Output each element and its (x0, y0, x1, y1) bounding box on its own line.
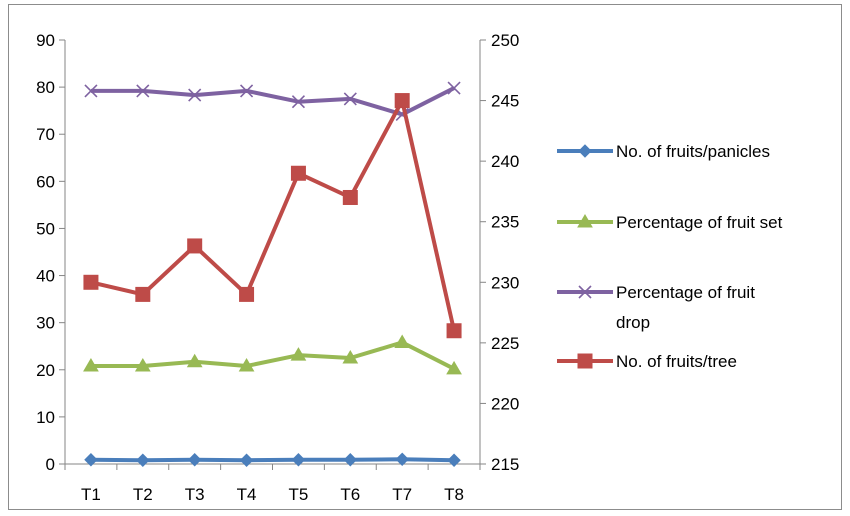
right-tick-label: 230 (491, 273, 519, 292)
series-line (90, 98, 457, 332)
legend-entry-0: No. of fruits/panicles (557, 142, 770, 161)
data-point (84, 84, 98, 98)
data-point (447, 453, 461, 467)
right-tick-label: 245 (491, 92, 519, 111)
data-point (394, 334, 411, 348)
data-point (342, 189, 358, 205)
left-tick-label: 10 (36, 408, 55, 427)
data-point (446, 323, 462, 339)
x-tick-label: T5 (289, 485, 309, 504)
data-point (290, 347, 307, 361)
data-point (343, 92, 357, 106)
legend-marker (577, 214, 593, 228)
data-point (239, 286, 255, 302)
data-point (290, 165, 306, 181)
legend-entry-2: Percentage of fruit drop (557, 283, 755, 332)
data-point (342, 350, 359, 364)
x-marker-stroke (447, 81, 461, 95)
legend-label: Percentage of fruit (616, 283, 755, 302)
x-tick-label: T4 (237, 485, 257, 504)
data-point (238, 358, 255, 372)
chart-axes: 0 10 20 30 40 50 60 70 80 90 215 220 225 230 235 240 245… (36, 31, 519, 504)
left-tick-label: 0 (46, 455, 55, 474)
right-tick-label: 220 (491, 394, 519, 413)
data-point (394, 93, 410, 109)
x-tick-label: T6 (340, 485, 360, 504)
x-tick-label: T8 (444, 485, 464, 504)
data-point (83, 358, 99, 372)
x-marker-stroke (343, 92, 357, 106)
data-point (395, 452, 409, 466)
data-point (187, 238, 203, 254)
series-0 (84, 452, 461, 467)
x-marker-stroke (136, 84, 150, 98)
left-tick-label: 30 (36, 314, 55, 333)
data-point (343, 453, 358, 467)
right-tick-label: 225 (491, 334, 519, 353)
data-point (84, 453, 98, 467)
x-marker-stroke (84, 84, 98, 98)
legend-marker (577, 353, 593, 369)
data-point (136, 453, 150, 467)
series-line (90, 86, 455, 117)
x-marker-stroke (239, 84, 254, 98)
x-tick-label: T2 (133, 485, 153, 504)
right-tick-label: 235 (491, 213, 519, 232)
x-marker-stroke (188, 88, 202, 102)
left-tick-label: 20 (36, 361, 55, 380)
data-point (134, 358, 151, 372)
data-point (447, 81, 461, 95)
left-tick-label: 70 (36, 125, 55, 144)
legend-marker (578, 285, 592, 299)
data-point (83, 274, 99, 290)
series-line (90, 457, 455, 463)
series-layer (83, 81, 462, 467)
data-point (186, 353, 203, 368)
x-marker-stroke (291, 95, 306, 109)
left-tick-label: 60 (36, 172, 55, 191)
left-tick-label: 40 (36, 267, 55, 286)
left-tick-label: 50 (36, 219, 55, 238)
series-line (90, 340, 455, 371)
legend-label: No. of fruits/panicles (616, 142, 770, 161)
x-tick-label: T1 (81, 485, 101, 504)
data-point (136, 84, 150, 98)
series-3 (83, 93, 462, 339)
legend-label: Percentage of fruit set (616, 213, 783, 232)
legend: No. of fruits/panicles Percentage of frui… (557, 142, 783, 371)
legend-label: drop (616, 313, 650, 332)
x-tick-label: T3 (185, 485, 205, 504)
data-point (135, 286, 151, 302)
right-tick-label: 215 (491, 455, 519, 474)
legend-entry-1: Percentage of fruit set (557, 213, 783, 232)
series-1 (83, 334, 462, 375)
legend-label: No. of fruits/tree (616, 352, 737, 371)
left-tick-label: 80 (36, 78, 55, 97)
legend-marker (578, 144, 592, 158)
x-marker-stroke (578, 285, 592, 299)
data-point (188, 88, 202, 102)
data-point (291, 453, 306, 467)
data-point (239, 453, 254, 467)
legend-entry-3: No. of fruits/tree (557, 352, 737, 371)
data-point (446, 360, 462, 375)
chart-frame: 0 10 20 30 40 50 60 70 80 90 215 220 225 230 235 240 245… (8, 4, 842, 510)
data-point (187, 453, 202, 467)
chart-svg: 0 10 20 30 40 50 60 70 80 90 215 220 225 230 235 240 245… (36, 31, 783, 504)
data-point (239, 84, 254, 98)
right-tick-label: 250 (491, 31, 519, 50)
data-point (291, 95, 306, 109)
left-tick-label: 90 (36, 31, 55, 50)
right-tick-label: 240 (491, 152, 519, 171)
x-tick-label: T7 (392, 485, 412, 504)
